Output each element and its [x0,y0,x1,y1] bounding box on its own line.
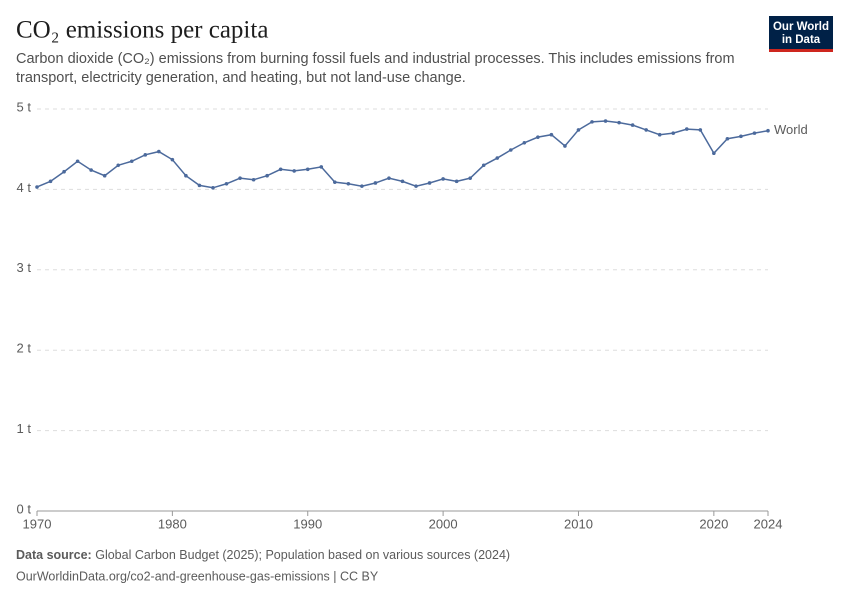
y-tick-label: 2 t [17,341,32,356]
point [508,148,513,152]
point [684,127,689,131]
point [170,157,175,162]
logo-bg [769,16,833,52]
point [427,181,432,185]
point [630,123,635,127]
point [387,176,391,180]
point [346,181,351,186]
point [35,185,39,189]
point [184,173,188,178]
point [292,169,297,173]
point [102,173,107,178]
point [752,131,757,135]
x-tick-label: 2010 [564,516,593,531]
y-tick-label: 0 t [17,501,32,516]
y-tick-label: 5 t [17,99,32,114]
point [617,120,621,125]
point [75,159,80,164]
point [129,159,134,164]
point [454,179,459,184]
point [116,163,121,168]
point [197,183,202,188]
point [305,167,310,172]
x-tick-label: 2024 [754,516,783,531]
point [576,128,581,132]
point [211,185,215,190]
series-label: World [774,122,808,137]
point [766,128,770,133]
point [563,144,567,148]
point [265,173,269,178]
point [549,132,554,137]
point [657,132,662,137]
logo[interactable]: Our World in Data [769,16,833,52]
point [224,181,229,186]
chart-title: CO₂ emissions per capita [16,17,268,44]
point [400,179,405,184]
x-tick-label: 1990 [293,516,322,531]
point [441,177,445,181]
point [143,153,148,157]
point [360,184,364,188]
y-tick-label: 3 t [17,260,32,275]
point [333,180,337,184]
logo-text: in Data [782,34,821,46]
point [590,120,594,124]
point [522,140,527,145]
point [373,181,378,185]
point [251,177,256,182]
x-tick-label: 1970 [23,516,52,531]
logo-bar [769,49,833,52]
point [157,149,161,154]
point [238,176,242,180]
y-tick-label: 4 t [17,180,32,195]
point [739,134,743,139]
point [536,135,540,139]
chart-subtitle: Carbon dioxide (CO₂) emissions from burn… [16,51,735,86]
point [62,169,66,174]
point [495,156,500,160]
point [481,163,486,168]
logo-text: Our World [773,21,829,33]
y-tick-label: 1 t [17,421,32,436]
point [712,151,716,156]
point [644,128,648,132]
point [468,176,472,180]
point [48,179,53,184]
point [414,184,418,188]
source-text: Global Carbon Budget (2025); Population … [95,548,510,562]
point [698,128,703,132]
point [89,168,93,172]
point [603,119,608,123]
source-label: Data source: [16,548,92,562]
x-tick-label: 2020 [699,516,728,531]
source-url: OurWorldinData.org/co2-and-greenhouse-ga… [16,569,379,583]
point [725,136,730,141]
source: Data source: Global Carbon Budget (2025)… [16,548,510,562]
point [671,131,676,135]
subtitle-box: Carbon dioxide (CO₂) emissions from burn… [16,51,735,86]
point [319,165,324,169]
x-tick-label: 1980 [158,516,187,531]
point [278,167,283,172]
x-tick-label: 2000 [429,516,458,531]
